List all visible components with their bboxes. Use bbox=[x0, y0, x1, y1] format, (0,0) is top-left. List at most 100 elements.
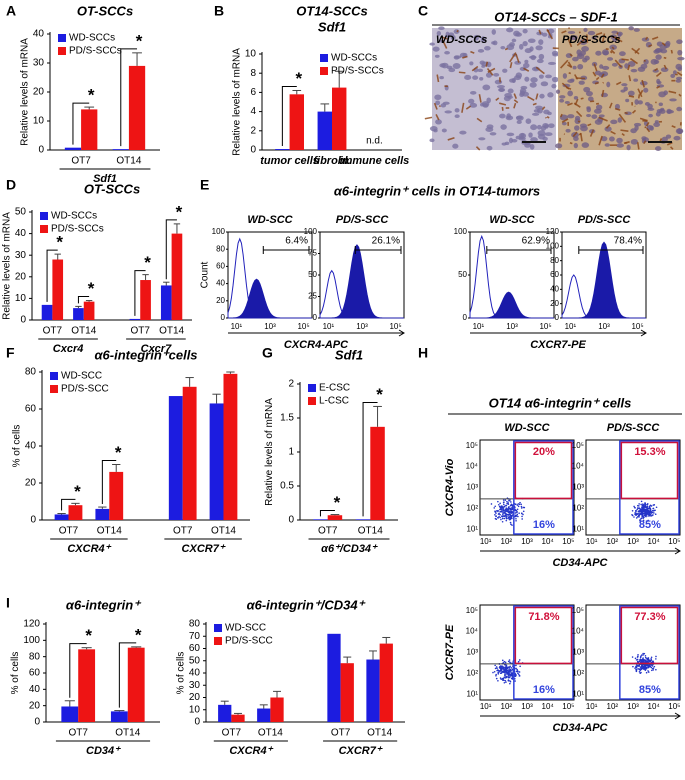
dot-y-tick-label: 10³ bbox=[466, 648, 478, 657]
dot-x-tick-label: 10¹ bbox=[480, 537, 492, 546]
stain bbox=[495, 97, 500, 102]
cell-dot bbox=[639, 660, 641, 662]
cell-dot bbox=[636, 658, 639, 661]
nucleus bbox=[538, 53, 545, 60]
cell-dot bbox=[517, 505, 520, 508]
dot-y-tick-label: 10³ bbox=[572, 483, 584, 492]
stain bbox=[465, 105, 472, 110]
cell-dot bbox=[633, 516, 635, 518]
cell-dot bbox=[515, 509, 518, 512]
nucleus bbox=[617, 117, 623, 123]
dot-y-label: CXCR4-Vio bbox=[444, 458, 456, 516]
legend-label: PD/S-SCC bbox=[61, 384, 109, 395]
chart-title: Sdf1 bbox=[335, 347, 363, 362]
x-tick-label: OT7 bbox=[318, 526, 338, 537]
nucleus bbox=[634, 99, 639, 105]
stain bbox=[598, 116, 608, 122]
nucleus bbox=[530, 124, 538, 131]
nucleus bbox=[518, 136, 526, 141]
flow-x-tick-label: 10¹ bbox=[231, 322, 243, 331]
cell-dot bbox=[639, 513, 642, 516]
cell-dot bbox=[523, 506, 526, 509]
flow-y-tick-label: 25 bbox=[308, 292, 317, 301]
nucleus bbox=[594, 70, 602, 76]
cell-dot bbox=[645, 508, 648, 511]
y-tick-label: 8 bbox=[250, 68, 256, 79]
cell-dot bbox=[514, 512, 517, 514]
cell-dot bbox=[520, 503, 522, 506]
stain bbox=[663, 64, 668, 70]
nucleus bbox=[633, 122, 642, 127]
cell-dot bbox=[641, 508, 643, 511]
flow-y-tick-label: 80 bbox=[216, 244, 225, 253]
nucleus bbox=[555, 143, 563, 149]
nucleus bbox=[648, 113, 653, 118]
nucleus bbox=[445, 31, 450, 38]
nucleus bbox=[469, 61, 474, 66]
nucleus bbox=[479, 60, 486, 65]
cell-dot bbox=[650, 659, 652, 661]
nucleus bbox=[669, 98, 677, 102]
cell-dot bbox=[503, 670, 506, 672]
stain bbox=[644, 126, 647, 129]
cell-dot bbox=[500, 506, 503, 509]
gate-percent: 62.9% bbox=[522, 236, 550, 247]
nucleus bbox=[647, 107, 655, 111]
cell-dot bbox=[642, 515, 644, 518]
group-label: CXCR4⁺ bbox=[229, 745, 273, 757]
nucleus bbox=[434, 54, 440, 58]
cell-dot bbox=[518, 659, 521, 661]
bar bbox=[275, 149, 290, 150]
x-tick-label: tumor cells bbox=[260, 155, 319, 167]
nucleus bbox=[444, 110, 453, 114]
nucleus bbox=[656, 78, 661, 85]
bar bbox=[355, 519, 371, 520]
nucleus bbox=[506, 27, 514, 33]
nucleus bbox=[500, 124, 507, 130]
nucleus bbox=[576, 53, 585, 60]
y-tick-label: 60 bbox=[189, 643, 201, 654]
cell-dot bbox=[504, 661, 507, 664]
cell-dot bbox=[647, 510, 650, 512]
nucleus bbox=[525, 118, 532, 124]
legend-label: WD-SCC bbox=[61, 371, 102, 382]
cell-dot bbox=[501, 507, 503, 510]
cell-dot bbox=[649, 507, 652, 509]
bar bbox=[327, 515, 343, 520]
cell-dot bbox=[654, 513, 657, 516]
cell-dot bbox=[495, 515, 497, 518]
cell-dot bbox=[520, 512, 523, 514]
nucleus bbox=[661, 136, 668, 143]
chart-title: α6-integrin⁺cells bbox=[94, 347, 197, 362]
legend-label: PD/S-SCCs bbox=[51, 224, 104, 235]
y-tick-label: 0 bbox=[288, 515, 294, 526]
nucleus bbox=[623, 86, 628, 92]
y-axis-label: Relative levels of mRNA bbox=[20, 38, 31, 146]
legend-swatch bbox=[214, 624, 222, 632]
nucleus bbox=[429, 42, 435, 46]
flow-x-tick-label: 10¹ bbox=[565, 322, 577, 331]
cell-dot bbox=[511, 514, 514, 516]
dot-x-arrow bbox=[480, 712, 681, 720]
legend-label: WD-SCCs bbox=[331, 53, 377, 64]
cell-dot bbox=[519, 665, 521, 668]
cell-dot bbox=[632, 665, 634, 668]
cell-dot bbox=[507, 675, 510, 677]
nucleus bbox=[591, 35, 597, 40]
cell-dot bbox=[515, 674, 517, 677]
stain bbox=[447, 136, 455, 141]
cell-dot bbox=[645, 666, 648, 669]
nucleus bbox=[676, 39, 683, 45]
y-tick-label: 20 bbox=[189, 692, 201, 703]
cell-dot bbox=[651, 667, 654, 670]
nucleus bbox=[429, 138, 435, 143]
nucleus bbox=[611, 30, 619, 34]
stain bbox=[598, 135, 603, 146]
significance-bracket bbox=[319, 510, 335, 517]
panel-letter: E bbox=[200, 177, 209, 193]
cell-dot bbox=[518, 671, 521, 673]
nucleus bbox=[494, 79, 503, 85]
cell-dot bbox=[510, 501, 512, 503]
significance-bracket bbox=[101, 460, 117, 505]
cell-dot bbox=[646, 503, 649, 505]
